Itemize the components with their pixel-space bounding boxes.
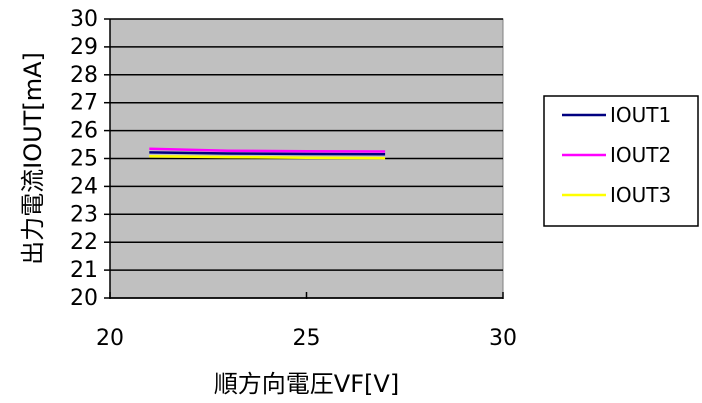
y-tick-label: 27 — [70, 91, 98, 116]
x-axis-ticks: 20 25 30 — [96, 292, 517, 351]
y-tick-label: 20 — [70, 286, 98, 311]
legend-label: IOUT1 — [610, 103, 671, 127]
y-axis-label: 出力電流IOUT[mA] — [19, 52, 47, 265]
y-tick-label: 21 — [70, 258, 98, 283]
y-tick-label: 30 — [70, 7, 98, 32]
y-tick-label: 23 — [70, 202, 98, 227]
legend-label: IOUT2 — [610, 143, 671, 167]
x-tick-label: 20 — [96, 326, 124, 351]
x-tick-label: 30 — [489, 326, 517, 351]
x-tick-label: 25 — [293, 326, 321, 351]
y-tick-label: 29 — [70, 35, 98, 60]
series-lines — [149, 149, 385, 159]
y-tick-label: 28 — [70, 63, 98, 88]
legend-label: IOUT3 — [610, 183, 671, 207]
y-tick-label: 26 — [70, 119, 98, 144]
y-tick-label: 22 — [70, 230, 98, 255]
y-tick-label: 25 — [70, 147, 98, 172]
x-axis-label: 順方向電圧VF[V] — [214, 370, 399, 398]
legend: IOUT1 IOUT2 IOUT3 — [544, 96, 698, 226]
y-tick-label: 24 — [70, 174, 98, 199]
